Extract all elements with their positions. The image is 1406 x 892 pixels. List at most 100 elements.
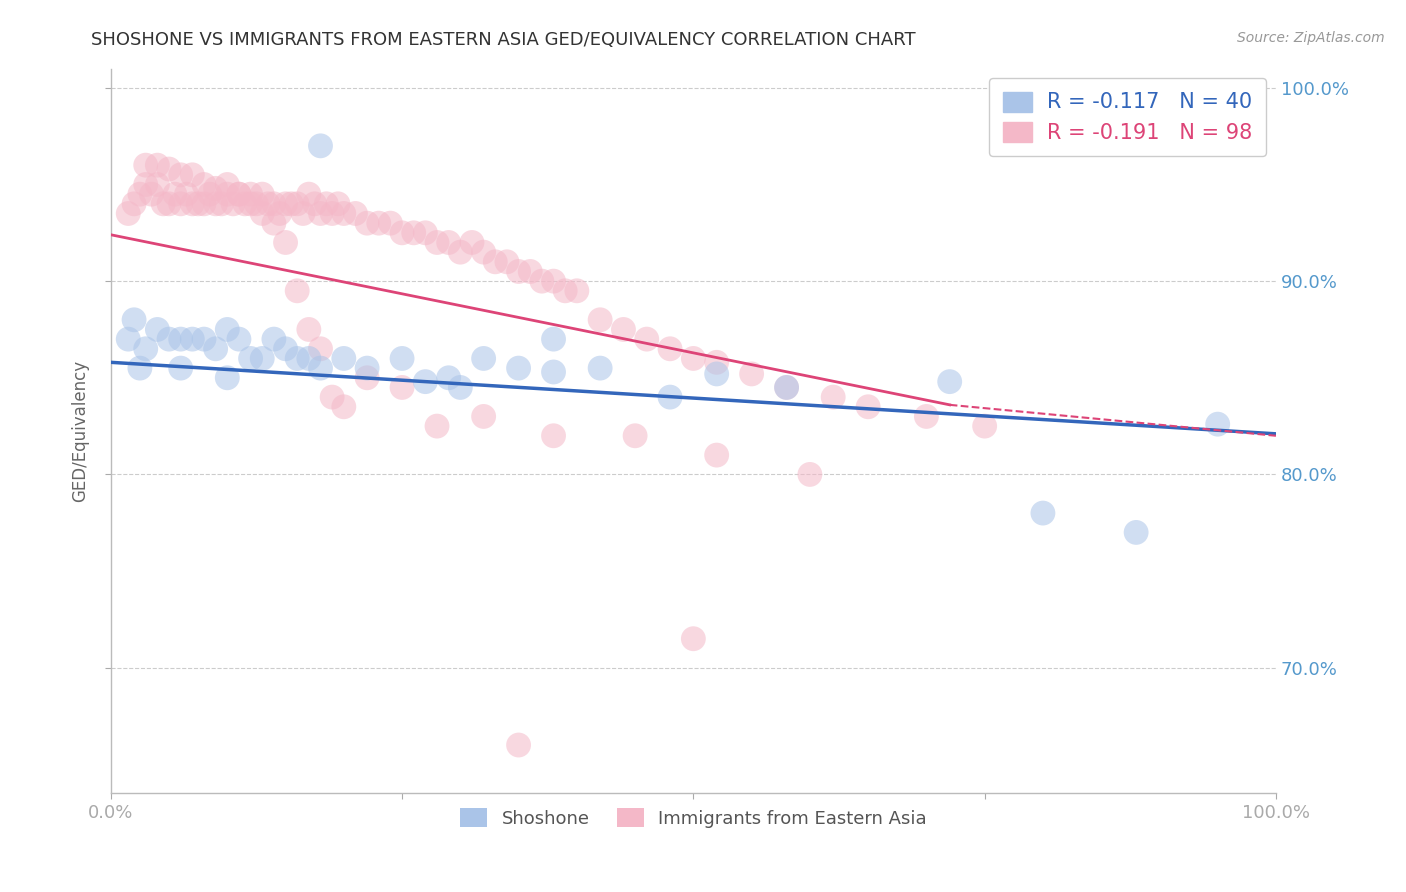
Point (204, 181, 226, 195)
Point (239, 187, 262, 202)
Point (496, 255, 519, 269)
Point (198, 187, 221, 202)
Point (217, 187, 239, 202)
Point (263, 196, 285, 211)
Point (228, 332, 250, 346)
Point (472, 351, 495, 366)
Point (163, 187, 186, 202)
Point (554, 284, 576, 298)
Point (636, 332, 658, 346)
Point (170, 168, 193, 182)
Point (741, 367, 763, 381)
Point (146, 178, 169, 192)
Point (589, 361, 612, 376)
Point (280, 196, 302, 211)
Point (367, 216, 389, 230)
Point (152, 196, 174, 211)
Point (176, 187, 198, 202)
Point (426, 419, 449, 434)
Point (309, 206, 332, 220)
Y-axis label: GED/Equivalency: GED/Equivalency (72, 359, 89, 502)
Point (193, 332, 215, 346)
Point (775, 380, 797, 394)
Point (775, 380, 797, 394)
Point (146, 158, 169, 172)
Point (543, 274, 565, 288)
Point (437, 371, 460, 385)
Point (274, 235, 297, 250)
Point (181, 168, 204, 182)
Point (391, 380, 413, 394)
Point (543, 332, 565, 346)
Point (356, 371, 378, 385)
Point (612, 322, 634, 336)
Point (799, 467, 821, 482)
Point (856, 400, 879, 414)
Point (252, 187, 274, 202)
Point (356, 216, 378, 230)
Point (135, 178, 157, 192)
Point (217, 371, 239, 385)
Point (1032, 506, 1054, 520)
Point (122, 196, 145, 211)
Point (333, 206, 356, 220)
Point (135, 158, 157, 172)
Text: SHOSHONE VS IMMIGRANTS FROM EASTERN ASIA GED/EQUIVALENCY CORRELATION CHART: SHOSHONE VS IMMIGRANTS FROM EASTERN ASIA… (91, 31, 917, 49)
Point (415, 375, 437, 389)
Point (193, 196, 215, 211)
Point (543, 429, 565, 443)
Point (380, 216, 402, 230)
Point (263, 332, 285, 346)
Point (181, 196, 204, 211)
Point (263, 216, 285, 230)
Point (706, 448, 728, 462)
Point (356, 361, 378, 376)
Point (333, 400, 356, 414)
Point (659, 390, 682, 404)
Point (204, 196, 226, 211)
Point (333, 351, 356, 366)
Point (252, 206, 274, 220)
Text: Source: ZipAtlas.com: Source: ZipAtlas.com (1237, 31, 1385, 45)
Point (449, 245, 471, 260)
Point (315, 196, 337, 211)
Point (472, 409, 495, 424)
Point (228, 187, 250, 202)
Point (1206, 417, 1229, 432)
Point (530, 274, 553, 288)
Point (472, 245, 495, 260)
Point (204, 342, 226, 356)
Point (973, 419, 995, 434)
Legend: Shoshone, Immigrants from Eastern Asia: Shoshone, Immigrants from Eastern Asia (453, 801, 934, 835)
Point (391, 226, 413, 240)
Point (117, 332, 139, 346)
Point (122, 313, 145, 327)
Point (309, 361, 332, 376)
Point (217, 322, 239, 336)
Point (157, 161, 180, 176)
Point (222, 196, 245, 211)
Point (915, 409, 938, 424)
Point (321, 206, 343, 220)
Point (157, 332, 180, 346)
Point (298, 187, 321, 202)
Point (170, 361, 193, 376)
Point (211, 196, 233, 211)
Point (415, 226, 437, 240)
Point (326, 196, 349, 211)
Point (135, 342, 157, 356)
Point (157, 196, 180, 211)
Point (1125, 525, 1147, 540)
Point (624, 429, 647, 443)
Point (437, 235, 460, 250)
Point (565, 284, 588, 298)
Point (706, 355, 728, 369)
Point (682, 351, 704, 366)
Point (449, 380, 471, 394)
Point (193, 178, 215, 192)
Point (117, 206, 139, 220)
Point (508, 361, 530, 376)
Point (391, 351, 413, 366)
Point (508, 264, 530, 278)
Point (461, 235, 484, 250)
